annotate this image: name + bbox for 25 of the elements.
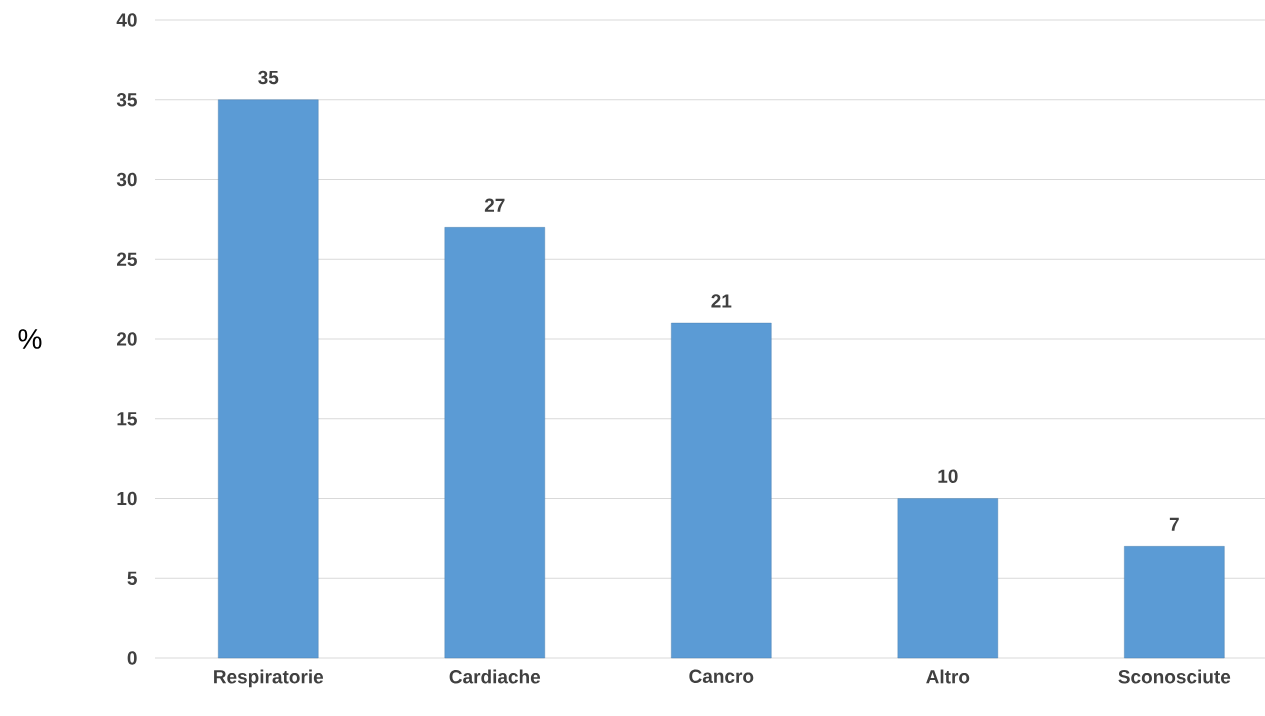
y-axis-title: %	[18, 329, 42, 349]
x-tick-label: Cancro	[689, 669, 754, 683]
bar	[897, 498, 999, 659]
y-tick-label: 40	[116, 13, 137, 27]
bar	[218, 99, 319, 659]
y-tick-label: 20	[117, 332, 137, 346]
data-label: 27	[484, 198, 505, 212]
bar	[1124, 546, 1225, 659]
y-tick-label: 10	[117, 491, 137, 506]
data-label: 35	[258, 70, 279, 85]
y-tick-label: 30	[116, 172, 137, 187]
bar	[444, 227, 545, 659]
y-tick-label: 15	[117, 412, 137, 426]
x-tick-label: Cardiache	[449, 669, 541, 684]
x-tick-label: Sconosciute	[1118, 669, 1231, 684]
y-tick-label: 25	[117, 252, 137, 266]
data-label: 21	[711, 294, 732, 308]
data-label: 7	[1169, 517, 1179, 531]
y-tick-label: 0	[127, 651, 137, 665]
y-tick-label: 35	[116, 93, 137, 107]
data-label: 10	[938, 469, 958, 483]
y-tick-label: 5	[127, 571, 137, 585]
x-tick-label: Altro	[926, 669, 970, 684]
bar	[671, 322, 772, 659]
x-tick-label: Respiratorie	[214, 669, 324, 688]
